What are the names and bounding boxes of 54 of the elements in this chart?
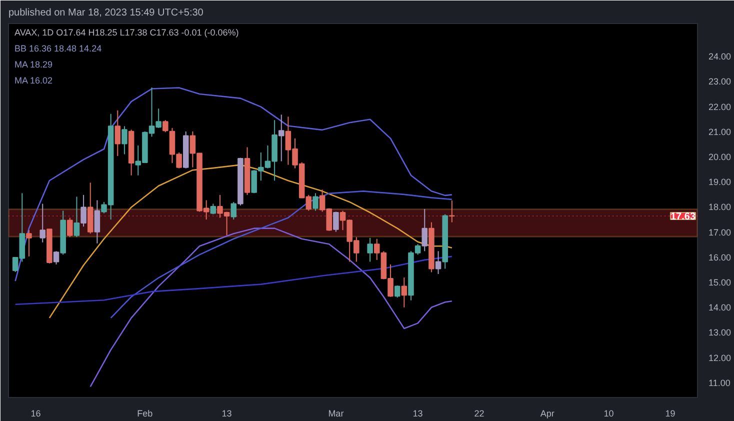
annotation: MA 18.29 bbox=[14, 60, 53, 70]
y-tick-label: 12.00 bbox=[708, 352, 732, 363]
candlestick bbox=[422, 208, 428, 252]
x-tick-label: 19 bbox=[665, 408, 676, 418]
candlestick bbox=[80, 194, 86, 228]
ref-line-label: 17.63 bbox=[670, 212, 696, 223]
x-tick-label: Feb bbox=[137, 408, 153, 418]
line-series bbox=[110, 190, 453, 319]
y-tick-label: 14.00 bbox=[708, 302, 732, 313]
annotation: BB 16.36 18.48 14.24 bbox=[14, 44, 102, 54]
x-tick-label: Mar bbox=[328, 408, 344, 418]
candlestick bbox=[40, 203, 46, 243]
line-series bbox=[90, 228, 453, 388]
candlestick bbox=[67, 217, 73, 238]
y-tick-label: 24.00 bbox=[708, 52, 732, 62]
candlestick bbox=[26, 230, 32, 257]
y-tick-label: 17.00 bbox=[708, 227, 732, 238]
y-tick-label: 22.00 bbox=[708, 102, 732, 112]
x-tick-label: 10 bbox=[604, 408, 614, 418]
candlestick bbox=[53, 250, 60, 265]
y-tick-label: 23.00 bbox=[708, 76, 732, 87]
line-series bbox=[48, 164, 453, 319]
y-tick-label: 21.00 bbox=[708, 126, 732, 137]
candlestick bbox=[278, 114, 284, 162]
x-tick-label: 22 bbox=[474, 408, 484, 418]
candlestick bbox=[162, 120, 168, 133]
annotation: MA 16.02 bbox=[14, 76, 53, 86]
candlestick bbox=[74, 196, 80, 238]
x-tick-label: Apr bbox=[540, 408, 554, 418]
candlestick bbox=[333, 211, 339, 232]
candlestick bbox=[401, 277, 408, 308]
candlestick bbox=[312, 192, 318, 212]
y-tick-label: 15.00 bbox=[708, 278, 732, 288]
line-series bbox=[14, 87, 453, 282]
y-tick-label: 20.00 bbox=[708, 152, 732, 162]
candlestick bbox=[435, 250, 442, 275]
candlestick bbox=[367, 237, 373, 262]
x-tick-label: 13 bbox=[412, 408, 423, 418]
candlestick bbox=[122, 126, 128, 155]
x-tick-label: 16 bbox=[30, 408, 41, 418]
candlestick bbox=[114, 110, 121, 157]
candlestick bbox=[394, 285, 400, 298]
y-tick-label: 18.00 bbox=[708, 202, 732, 212]
x-tick-label: 13 bbox=[222, 408, 232, 418]
chart-title: published on Mar 18, 2023 15:49 UTC+5:30 bbox=[8, 8, 204, 18]
y-tick-label: 11.00 bbox=[708, 378, 730, 388]
candlestick bbox=[230, 201, 237, 220]
chart-subtitle: AVAX, 1D O17.64 H18.25 L17.38 C17.63 -0.01 (-0.06%) bbox=[14, 28, 239, 38]
candlestick bbox=[210, 203, 216, 215]
y-tick-label: 16.00 bbox=[708, 252, 732, 262]
candlestick bbox=[94, 200, 100, 244]
y-tick-label: 13.00 bbox=[708, 328, 732, 338]
y-tick-label: 19.00 bbox=[708, 177, 732, 188]
line-series bbox=[14, 256, 453, 306]
